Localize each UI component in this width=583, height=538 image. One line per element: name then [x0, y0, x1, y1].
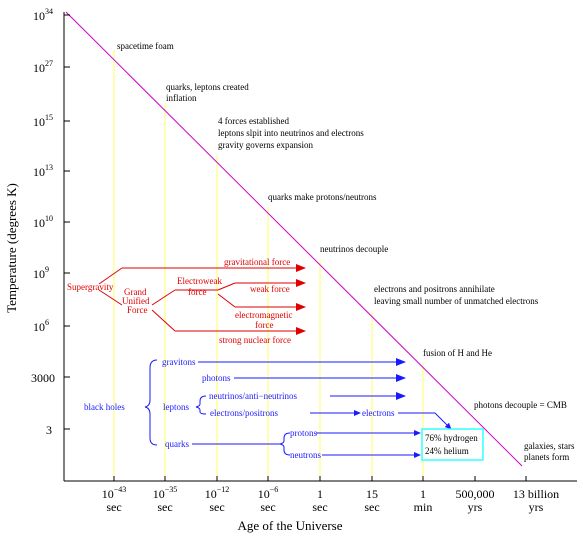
y-tick-label: 1010	[33, 214, 53, 230]
x-tick-labels: 10−43 sec 10−35 sec 10−12 sec 10−6 sec 1…	[102, 485, 559, 514]
event-label: electrons and positrons annihilate	[374, 284, 495, 294]
event-label: leptons slpit into neutrinos and electro…	[218, 128, 364, 138]
electroweak-label: force	[188, 287, 206, 297]
force-tree	[98, 264, 306, 335]
force-branch-line	[151, 289, 176, 306]
y-tick-label: 1013	[33, 163, 53, 179]
x-axis-ticks	[113, 476, 527, 481]
gravitational-force-label: gravitational force	[224, 257, 290, 267]
electroweak-label: Electroweak	[177, 276, 222, 286]
guf-label: Grand	[124, 287, 147, 297]
composition-labels: 76% hydrogen 24% helium	[425, 433, 478, 456]
x-tick-label: 500,000	[456, 487, 495, 501]
electrons-to-box-arrow	[434, 412, 452, 430]
particle-tree	[144, 358, 452, 458]
helium-fraction: 24% helium	[425, 446, 469, 456]
x-tick-unit: min	[414, 500, 433, 514]
y-tick-label: 3000	[31, 371, 55, 385]
composition-box	[421, 428, 484, 461]
hydrogen-fraction: 76% hydrogen	[425, 433, 478, 443]
lepton-brace	[195, 395, 207, 415]
supergravity-label: Supergravity	[67, 282, 114, 292]
y-tick-label: 1015	[33, 113, 53, 129]
x-tick-unit: sec	[106, 500, 121, 514]
force-branch-line	[151, 309, 176, 332]
protons-label: protons	[290, 428, 317, 438]
guf-label: Force	[127, 305, 148, 315]
strong-force-label: strong nuclear force	[219, 335, 291, 345]
event-label: leaving small number of unmatched electr…	[374, 296, 539, 306]
event-label: quarks make protons/neutrons	[268, 192, 377, 202]
x-tick-label: 1	[420, 487, 426, 501]
event-label: neutrinos decouple	[320, 244, 388, 254]
force-labels: Supergravity Grand Unified Force Electro…	[67, 257, 292, 345]
y-tick-label: 1034	[33, 7, 53, 23]
event-annotations: spacetime foam quarks, leptons created i…	[117, 41, 575, 462]
force-branch-line	[98, 289, 123, 306]
x-axis-title: Age of the Universe	[237, 518, 342, 533]
black-holes-label: black holes	[84, 402, 125, 412]
x-tick-label: 10−6	[258, 485, 279, 501]
neutrinos-label: neutrinos/anti−neutrinos	[209, 391, 298, 401]
guf-label: Unified	[122, 296, 150, 306]
event-label: gravity governs expansion	[218, 140, 313, 150]
force-branch-line	[217, 293, 236, 308]
particle-brace	[144, 359, 158, 446]
weak-force-label: weak force	[250, 284, 290, 294]
x-tick-unit: sec	[260, 500, 275, 514]
x-tick-label: 10−35	[153, 485, 178, 501]
x-tick-unit: sec	[312, 500, 327, 514]
event-label: galaxies, stars	[524, 441, 575, 451]
event-label: photons decouple = CMB	[474, 400, 567, 410]
electromagnetic-force-label: force	[255, 320, 273, 330]
event-label: quarks, leptons created	[166, 82, 249, 92]
y-axis-title: Temperature (degrees K)	[4, 183, 19, 313]
x-tick-unit: yrs	[468, 500, 483, 514]
x-tick-label: 15	[366, 487, 378, 501]
temperature-diagonal-line	[65, 11, 523, 467]
leptons-label: leptons	[163, 402, 189, 412]
x-tick-label: 10−12	[205, 485, 230, 501]
x-tick-unit: sec	[364, 500, 379, 514]
event-label: 4 forces established	[218, 116, 289, 126]
electromagnetic-force-label: electromagnetic	[235, 310, 292, 320]
y-tick-label: 109	[33, 265, 49, 281]
electrons-positrons-label: electrons/positrons	[210, 408, 278, 418]
force-branch-line	[98, 267, 123, 285]
event-label: fusion of H and He	[423, 348, 492, 358]
x-tick-unit: sec	[157, 500, 172, 514]
quark-brace	[279, 432, 291, 456]
photons-label: photons	[202, 373, 231, 383]
particle-labels: black holes gravitons photons leptons ne…	[84, 357, 395, 460]
x-tick-label: 10−43	[102, 485, 127, 501]
x-tick-label: 13 billion	[513, 487, 559, 501]
event-label: planets form	[524, 452, 569, 462]
quarks-label: quarks	[165, 439, 189, 449]
x-tick-unit: sec	[209, 500, 224, 514]
y-tick-label: 3	[46, 423, 52, 437]
y-tick-labels: 1034 1027 1015 1013 1010 109 106 3000 3	[31, 7, 55, 437]
neutrons-label: neutrons	[290, 450, 321, 460]
event-label: spacetime foam	[117, 41, 174, 51]
force-branch-line	[217, 282, 236, 291]
y-tick-label: 106	[33, 318, 49, 334]
event-label: inflation	[166, 93, 197, 103]
y-axis-ticks	[64, 14, 70, 430]
x-tick-unit: yrs	[529, 500, 544, 514]
gravitons-label: gravitons	[162, 357, 196, 367]
electrons-label: electrons	[362, 408, 395, 418]
y-tick-label: 1027	[33, 59, 53, 75]
x-tick-label: 1	[317, 487, 323, 501]
